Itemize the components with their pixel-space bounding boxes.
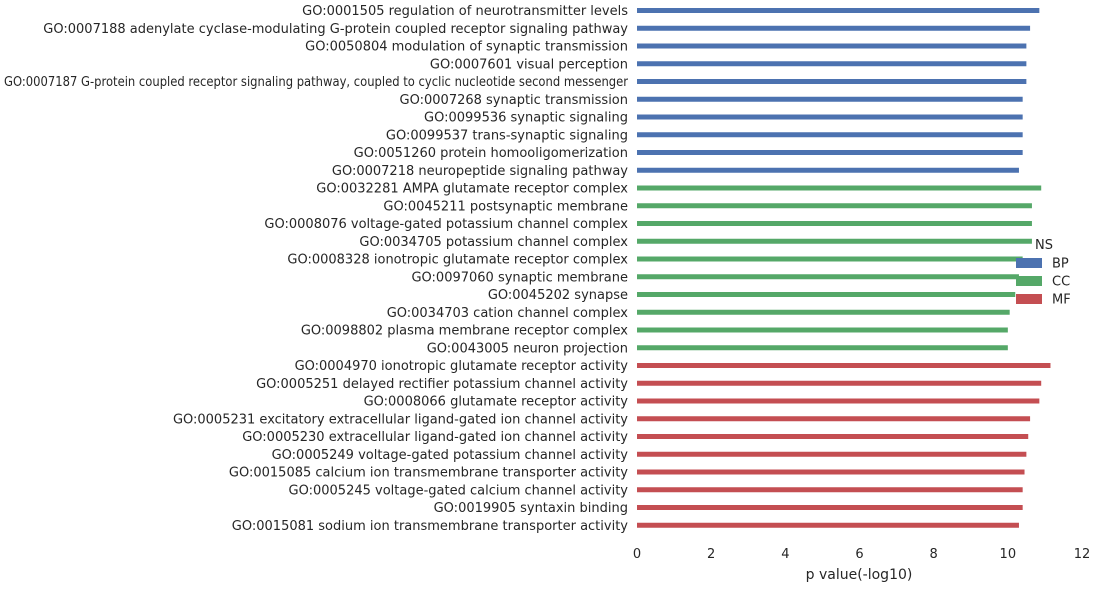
bar-cc: [637, 274, 1019, 280]
bar-bp: [637, 61, 1027, 67]
bar-mf: [637, 451, 1027, 457]
category-label: GO:0019905 syntaxin binding: [434, 501, 628, 516]
category-label: GO:0007187 G-protein coupled receptor si…: [4, 75, 629, 90]
bar-cc: [637, 238, 1032, 244]
category-label: GO:0099537 trans-synaptic signaling: [386, 128, 628, 143]
x-axis-label: p value(-log10): [806, 567, 913, 583]
legend-title: NS: [1035, 238, 1053, 253]
x-tick-label: 10: [1000, 547, 1017, 562]
category-label: GO:0007601 visual perception: [430, 57, 628, 72]
x-tick-label: 6: [855, 547, 863, 562]
legend-swatch-mf: [1016, 294, 1042, 304]
bar-cc: [637, 221, 1032, 226]
bar-mf: [637, 380, 1042, 386]
bar-cc: [637, 292, 1016, 297]
category-label: GO:0051260 protein homooligomerization: [354, 146, 628, 161]
category-label: GO:0015081 sodium ion transmembrane tran…: [232, 519, 628, 534]
category-label: GO:0043005 neuron projection: [427, 341, 628, 356]
bar-mf: [637, 363, 1051, 368]
category-label: GO:0097060 synaptic membrane: [411, 270, 628, 285]
bar-bp: [637, 79, 1027, 84]
x-tick-label: 8: [930, 547, 938, 562]
bar-mf: [637, 522, 1019, 528]
bar-mf: [637, 416, 1031, 422]
category-label: GO:0004970 ionotropic glutamate receptor…: [295, 359, 629, 374]
category-label: GO:0098802 plasma membrane receptor comp…: [301, 324, 628, 339]
category-label: GO:0005230 extracellular ligand-gated io…: [242, 430, 628, 445]
bars-group: [637, 8, 1051, 528]
legend: NS BP CC MF: [1016, 238, 1071, 308]
category-label: GO:0005251 delayed rectifier potassium c…: [256, 377, 628, 392]
category-label: GO:0008328 ionotropic glutamate receptor…: [287, 253, 628, 268]
x-tick-label: 12: [1074, 547, 1091, 562]
legend-swatch-cc: [1016, 276, 1042, 286]
bar-cc: [637, 327, 1008, 333]
bar-mf: [637, 434, 1029, 439]
x-tick-label: 2: [707, 547, 715, 562]
bar-cc: [637, 309, 1010, 315]
legend-swatch-bp: [1016, 258, 1042, 268]
category-label: GO:0045202 synapse: [488, 288, 628, 303]
bar-mf: [637, 469, 1025, 475]
bar-bp: [637, 132, 1023, 138]
bar-mf: [637, 398, 1040, 404]
bar-bp: [637, 150, 1023, 155]
category-label: GO:0005245 voltage-gated calcium channel…: [289, 483, 629, 498]
bar-bp: [637, 43, 1027, 49]
category-label: GO:0001505 regulation of neurotransmitte…: [302, 4, 628, 19]
bar-bp: [637, 114, 1023, 120]
bar-cc: [637, 256, 1023, 262]
bar-bp: [637, 96, 1023, 102]
category-label: GO:0007218 neuropeptide signaling pathwa…: [332, 164, 628, 179]
legend-label-cc: CC: [1052, 275, 1070, 290]
category-label: GO:0045211 postsynaptic membrane: [383, 199, 628, 214]
category-label: GO:0015085 calcium ion transmembrane tra…: [229, 466, 628, 481]
x-axis: 0 2 4 6 8 10 12: [633, 547, 1090, 562]
bar-cc: [637, 203, 1032, 209]
category-label: GO:0050804 modulation of synaptic transm…: [305, 40, 628, 55]
bar-cc: [637, 185, 1042, 191]
category-label: GO:0034703 cation channel complex: [387, 306, 629, 321]
x-tick-label: 0: [633, 547, 641, 562]
category-label: GO:0005249 voltage-gated potassium chann…: [272, 448, 629, 463]
bar-bp: [637, 167, 1019, 173]
category-label: GO:0034705 potassium channel complex: [359, 235, 628, 250]
category-label: GO:0008066 glutamate receptor activity: [364, 395, 629, 410]
legend-label-mf: MF: [1052, 293, 1071, 308]
category-label: GO:0008076 voltage-gated potassium chann…: [264, 217, 628, 232]
category-label: GO:0005231 excitatory extracellular liga…: [173, 412, 628, 427]
bar-bp: [637, 8, 1040, 13]
bar-mf: [637, 505, 1023, 510]
bar-cc: [637, 345, 1008, 351]
category-label: GO:0032281 AMPA glutamate receptor compl…: [316, 182, 628, 197]
x-tick-label: 4: [781, 547, 789, 562]
category-labels-group: GO:0001505 regulation of neurotransmitte…: [4, 4, 629, 534]
legend-label-bp: BP: [1052, 257, 1069, 272]
bar-bp: [637, 25, 1031, 31]
category-label: GO:0007188 adenylate cyclase-modulating …: [43, 22, 628, 37]
category-label: GO:0007268 synaptic transmission: [400, 93, 628, 108]
category-label: GO:0099536 synaptic signaling: [424, 111, 628, 126]
bar-mf: [637, 487, 1023, 493]
